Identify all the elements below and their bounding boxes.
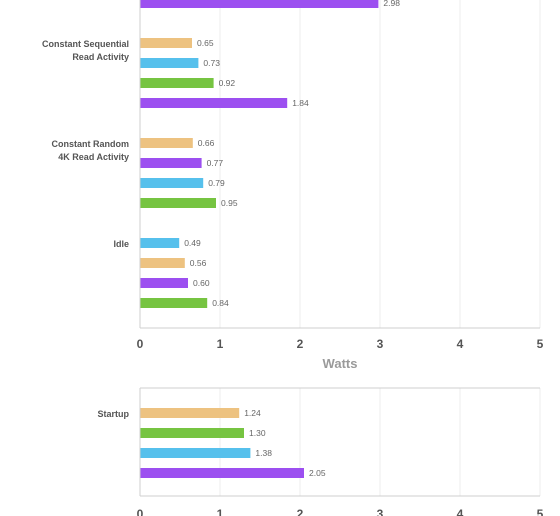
x-tick-label: 4	[457, 337, 464, 351]
bar-value-label: 0.49	[184, 238, 201, 248]
bar	[140, 158, 202, 168]
bar	[140, 38, 192, 48]
bar	[140, 138, 193, 148]
bar	[140, 78, 214, 88]
x-tick-label: 0	[137, 337, 144, 351]
bar-value-label: 0.92	[219, 78, 236, 88]
bar-value-label: 0.95	[221, 198, 238, 208]
x-tick-label: 4	[457, 507, 464, 516]
bar-value-label: 1.38	[255, 448, 272, 458]
bar-value-label: 0.77	[207, 158, 224, 168]
bar-value-label: 0.79	[208, 178, 225, 188]
x-tick-label: 3	[377, 337, 384, 351]
bar	[140, 58, 199, 68]
bar-value-label: 2.98	[383, 0, 400, 8]
bar-value-label: 0.66	[198, 138, 215, 148]
bar	[140, 298, 208, 308]
x-tick-label: 2	[297, 337, 304, 351]
category-label: Idle	[113, 239, 129, 249]
x-tick-label: 1	[217, 507, 224, 516]
bar-value-label: 1.84	[292, 98, 309, 108]
power-chart-main: 2.98 Constant Sequential Read Activity 0.65…	[42, 0, 544, 371]
x-axis-title: Watts	[323, 356, 358, 371]
category-label: Constant Sequential	[42, 39, 129, 49]
bar-value-label: 2.05	[309, 468, 326, 478]
category-label: 4K Read Activity	[58, 152, 129, 162]
x-tick-label: 3	[377, 507, 384, 516]
bar-value-label: 0.56	[190, 258, 207, 268]
x-tick-label: 5	[537, 337, 544, 351]
bar	[140, 278, 188, 288]
bar-value-label: 0.73	[203, 58, 220, 68]
category-label: Constant Random	[52, 139, 130, 149]
x-tick-label: 2	[297, 507, 304, 516]
bar	[140, 0, 379, 8]
x-tick-label: 0	[137, 507, 144, 516]
bar	[140, 258, 185, 268]
bar	[140, 468, 304, 478]
bar	[140, 98, 288, 108]
bar-value-label: 1.24	[244, 408, 261, 418]
bar	[140, 238, 180, 248]
bar-value-label: 0.60	[193, 278, 210, 288]
bar	[140, 198, 216, 208]
power-chart-startup: Startup 1.24 1.30 1.38 2.05 0 1 2 3 4 5	[98, 387, 544, 516]
bar-value-label: 0.84	[212, 298, 229, 308]
category-label: Read Activity	[72, 52, 129, 62]
bar	[140, 408, 240, 418]
bar	[140, 428, 244, 438]
x-tick-label: 1	[217, 337, 224, 351]
x-tick-label: 5	[537, 507, 544, 516]
category-label: Startup	[98, 409, 130, 419]
bar	[140, 448, 251, 458]
bar	[140, 178, 204, 188]
bar-value-label: 0.65	[197, 38, 214, 48]
bar-value-label: 1.30	[249, 428, 266, 438]
